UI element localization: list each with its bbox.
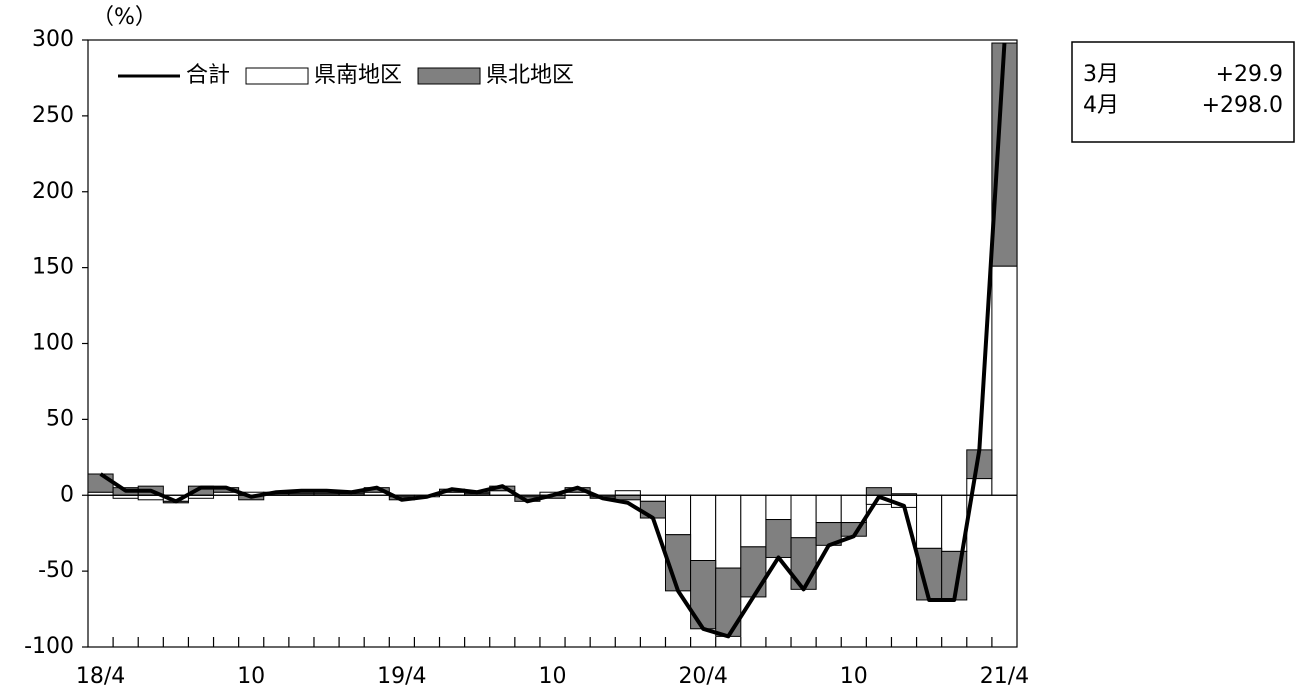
bar [916, 494, 943, 549]
bar [815, 494, 842, 524]
info-label: 4月 [1083, 93, 1119, 118]
bar [790, 494, 817, 539]
x-tick-label: 19/4 [377, 664, 426, 689]
info-value: +298.0 [1202, 93, 1283, 118]
bar [664, 494, 692, 536]
info-label: 3月 [1083, 62, 1119, 87]
bar [991, 265, 1018, 496]
legend-swatch [417, 67, 481, 85]
x-tick-label: 20/4 [678, 664, 727, 689]
bar [790, 537, 817, 590]
legend-label: 県南地区 [314, 63, 402, 88]
y-tick-label: -100 [24, 634, 74, 659]
line [99, 42, 1007, 639]
y-tick-label: 300 [32, 27, 74, 52]
y-tick-label: 250 [32, 103, 74, 128]
x-tick-label: 10 [237, 664, 265, 689]
bar [991, 42, 1018, 267]
y-tick-label: 0 [60, 482, 74, 507]
bar [740, 546, 767, 598]
bar [865, 487, 892, 496]
x-tick-label: 10 [840, 664, 868, 689]
y-tick-label: 50 [46, 406, 74, 431]
info-box [1071, 41, 1295, 143]
x-tick-label: 18/4 [76, 664, 125, 689]
legend-label: 県北地区 [486, 63, 574, 88]
y-tick-label: -50 [38, 558, 74, 583]
bar [614, 490, 641, 496]
bar [639, 500, 666, 519]
bar [614, 494, 641, 501]
legend-label: 合計 [186, 63, 230, 88]
y-tick-label: 200 [32, 179, 74, 204]
legend-swatch [245, 67, 309, 85]
bar [765, 519, 792, 558]
plot-area [87, 39, 1018, 648]
bar [87, 473, 114, 493]
y-tick-label: 150 [32, 255, 74, 280]
bar [740, 494, 767, 548]
x-tick-label: 21/4 [980, 664, 1029, 689]
y-tick-label: 100 [32, 331, 74, 356]
info-value: +29.9 [1216, 62, 1283, 87]
bar [639, 494, 666, 502]
x-tick-label: 10 [539, 664, 567, 689]
bar [765, 494, 792, 521]
y-axis-unit: （%） [92, 5, 157, 30]
bar [690, 494, 717, 562]
bar [840, 494, 867, 524]
bar [715, 494, 742, 569]
